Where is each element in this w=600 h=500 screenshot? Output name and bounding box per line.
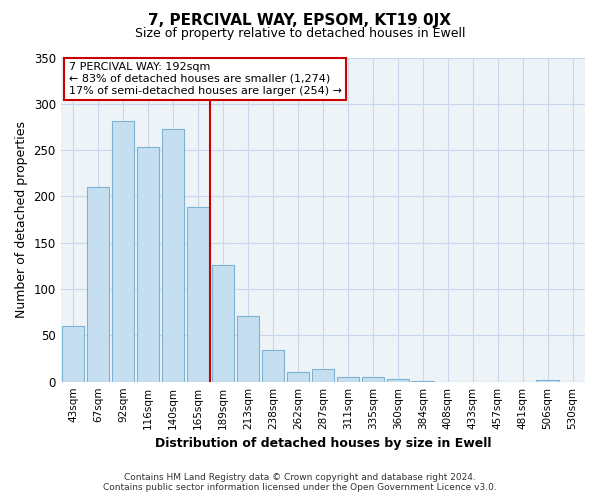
Bar [212,265,234,382]
Text: Size of property relative to detached houses in Ewell: Size of property relative to detached ho… [135,28,465,40]
Bar [386,379,409,382]
Bar [262,350,284,382]
Text: Contains HM Land Registry data © Crown copyright and database right 2024.
Contai: Contains HM Land Registry data © Crown c… [103,473,497,492]
Bar [187,206,209,382]
Bar [362,377,384,382]
Bar [112,122,134,382]
Bar [236,316,259,382]
Text: 7 PERCIVAL WAY: 192sqm
← 83% of detached houses are smaller (1,274)
17% of semi-: 7 PERCIVAL WAY: 192sqm ← 83% of detached… [68,62,341,96]
X-axis label: Distribution of detached houses by size in Ewell: Distribution of detached houses by size … [155,437,491,450]
Bar [62,326,85,382]
Bar [337,377,359,382]
Text: 7, PERCIVAL WAY, EPSOM, KT19 0JX: 7, PERCIVAL WAY, EPSOM, KT19 0JX [149,12,452,28]
Bar [162,129,184,382]
Bar [287,372,309,382]
Y-axis label: Number of detached properties: Number of detached properties [15,121,28,318]
Bar [536,380,559,382]
Bar [137,148,159,382]
Bar [311,368,334,382]
Bar [412,381,434,382]
Bar [87,187,109,382]
